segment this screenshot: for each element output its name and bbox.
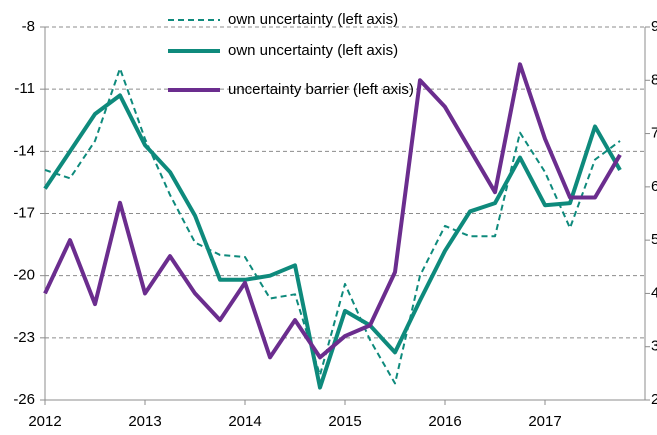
x-tick-label: 2015 [328, 413, 361, 430]
series-line [43, 62, 622, 360]
y-tick-label: -14 [13, 142, 35, 159]
y2-tick-label: 6 [651, 178, 657, 195]
y-tick-label: -11 [14, 80, 35, 97]
y2-tick-label: 3 [651, 338, 657, 355]
x-tick-label: 2013 [128, 413, 161, 430]
x-tick-label: 2017 [528, 413, 561, 430]
y-tick-label: -17 [13, 204, 35, 221]
y-tick-label: -26 [13, 391, 35, 408]
y2-tick-label: 8 [651, 71, 657, 88]
legend-label: uncertainty barrier (left axis) [228, 81, 414, 98]
legend-label: own uncertainty (left axis) [228, 11, 398, 28]
x-tick-label: 2012 [28, 413, 61, 430]
y-tick-label: -8 [22, 18, 35, 35]
y-tick-label: -20 [13, 267, 35, 284]
y2-tick-label: 2 [651, 391, 657, 408]
legend-label: own uncertainty (left axis) [228, 42, 398, 59]
y2-tick-label: 7 [651, 125, 657, 142]
y2-tick-label: 4 [651, 284, 657, 301]
series-line [44, 67, 621, 385]
y2-tick-label: 9 [651, 18, 657, 35]
x-tick-label: 2014 [228, 413, 261, 430]
y2-tick-label: 5 [651, 231, 657, 248]
y-tick-label: -23 [13, 329, 35, 346]
x-tick-label: 2016 [428, 413, 461, 430]
